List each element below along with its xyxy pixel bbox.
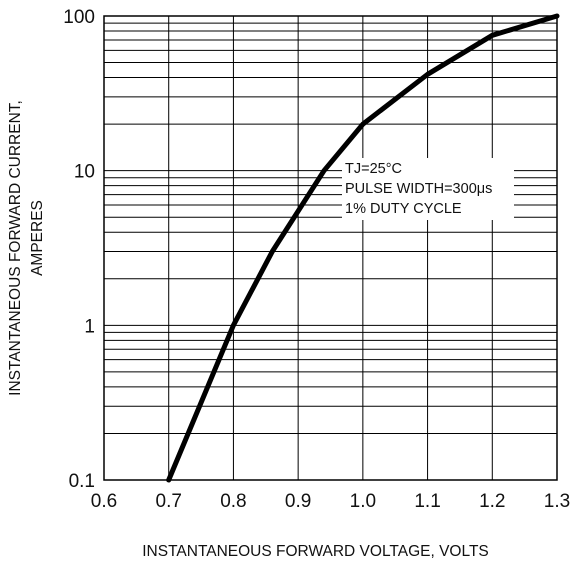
y-tick-label: 0.1 [69, 471, 95, 492]
x-tick-label: 1.2 [479, 491, 505, 512]
annotation-temperature: TJ=25°C [345, 161, 402, 177]
x-axis-title: INSTANTANEOUS FORWARD VOLTAGE, VOLTS [142, 543, 489, 560]
x-tick-label: 0.9 [285, 491, 311, 512]
data-series [166, 13, 560, 483]
annotation-pulse-width: PULSE WIDTH=300μs [345, 181, 492, 197]
annotation-box: TJ=25°C PULSE WIDTH=300μs 1% DUTY CYCLE [342, 158, 514, 220]
y-tick-label: 10 [74, 162, 95, 183]
y-tick-label: 1 [84, 316, 95, 337]
x-tick-label: 1.1 [414, 491, 440, 512]
grid [103, 15, 558, 481]
y-axis-title-line2: AMPERES [29, 200, 46, 276]
x-tick-label: 0.8 [220, 491, 246, 512]
tick-labels: 0.6 0.7 0.8 0.9 1.0 1.1 1.2 1.3 0.1 1 10 100 [63, 7, 570, 512]
x-tick-label: 1.0 [350, 491, 376, 512]
y-tick-label: 100 [63, 7, 95, 28]
x-tick-label: 0.6 [91, 491, 117, 512]
plot-frame [103, 15, 558, 481]
y-axis-title: INSTANTANEOUS FORWARD CURRENT, AMPERES [7, 100, 46, 396]
forward-characteristic-curve [166, 13, 560, 483]
y-axis-title-line1: INSTANTANEOUS FORWARD CURRENT, [7, 100, 24, 396]
x-tick-label: 0.7 [156, 491, 182, 512]
annotation-duty-cycle: 1% DUTY CYCLE [345, 201, 462, 217]
x-tick-label: 1.3 [544, 491, 570, 512]
